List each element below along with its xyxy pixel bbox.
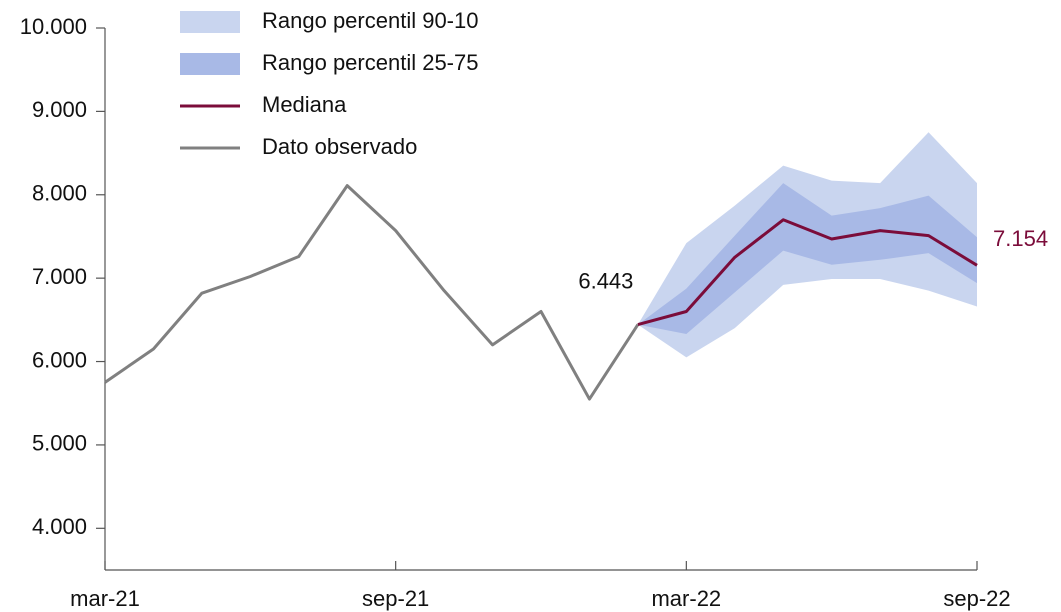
y-tick-label: 6.000 <box>32 347 87 372</box>
data-label: 7.154 <box>993 226 1048 251</box>
percentile-band <box>637 183 977 335</box>
series-line <box>637 218 978 327</box>
y-tick-label: 7.000 <box>32 264 87 289</box>
x-tick-label: sep-21 <box>362 586 429 611</box>
y-tick-label: 4.000 <box>32 514 87 539</box>
legend-swatch <box>180 53 240 75</box>
y-tick-label: 8.000 <box>32 181 87 206</box>
legend-label: Dato observado <box>262 134 417 159</box>
y-tick-label: 9.000 <box>32 97 87 122</box>
legend-label: Rango percentil 25-75 <box>262 50 478 75</box>
legend-swatch <box>180 11 240 33</box>
legend-label: Rango percentil 90-10 <box>262 8 478 33</box>
y-tick-label: 5.000 <box>32 431 87 456</box>
legend-label: Mediana <box>262 92 347 117</box>
y-tick-label: 10.000 <box>20 14 87 39</box>
x-tick-label: mar-21 <box>70 586 140 611</box>
x-tick-label: sep-22 <box>943 586 1010 611</box>
data-label: 6.443 <box>578 268 633 293</box>
series-line <box>104 184 640 401</box>
x-tick-label: mar-22 <box>651 586 721 611</box>
